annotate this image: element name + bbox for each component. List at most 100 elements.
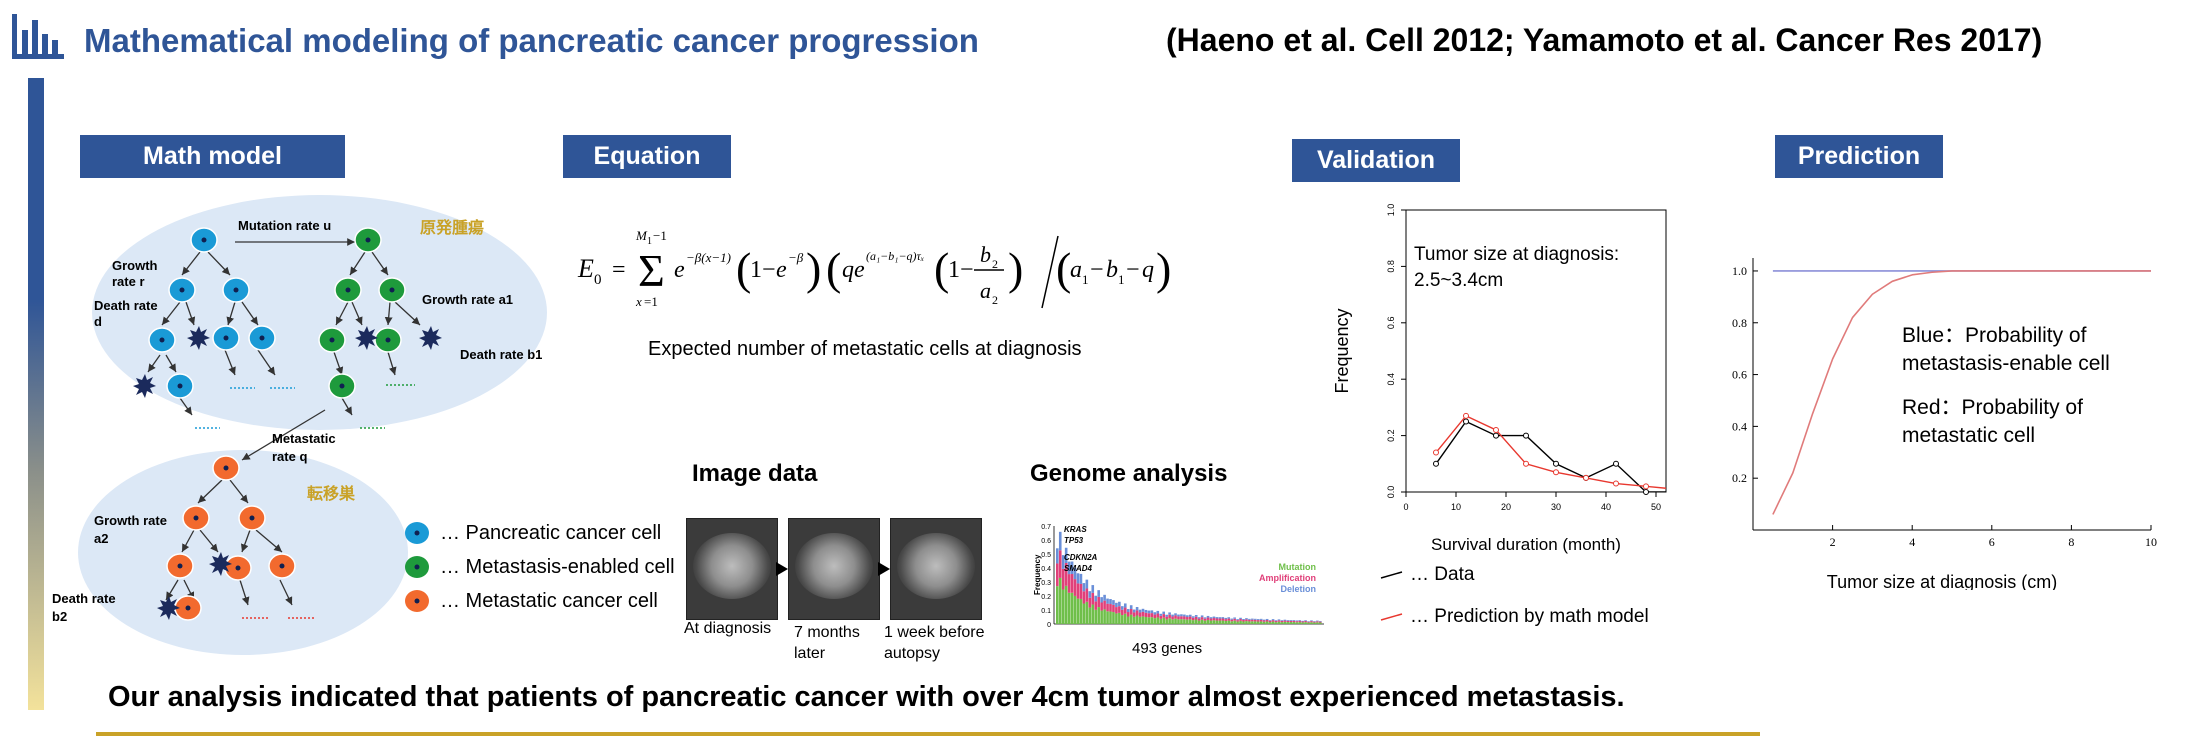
mutation-bar: [1118, 612, 1121, 624]
amplification-bar: [1079, 583, 1083, 599]
pancreatic-cell-icon: [405, 522, 429, 544]
mutation-bar: [1138, 616, 1142, 624]
deletion-bar: [1189, 614, 1192, 617]
conclusion-underline: [96, 732, 1760, 736]
y-tick-label: 0.4: [1732, 419, 1747, 433]
svg-text:=1: =1: [644, 294, 658, 309]
mutation-bar: [1256, 621, 1260, 624]
mutation-bar: [1123, 613, 1127, 624]
mutation-bar: [1203, 620, 1207, 624]
amplification-bar: [1183, 616, 1186, 620]
x-tick-label: 6: [1989, 535, 1995, 549]
amplification-bar: [1289, 620, 1293, 623]
mutation-bar: [1189, 619, 1192, 624]
amplification-bar: [1248, 619, 1251, 622]
deletion-bar: [1112, 600, 1115, 605]
deletion-bar: [1271, 619, 1275, 621]
legend-item-pancreatic: … Pancreatic cancer cell: [404, 516, 675, 550]
deletion-bar: [1191, 616, 1195, 618]
deletion-bar: [1103, 594, 1106, 601]
deletion-bar: [1144, 609, 1148, 613]
primary-tumor-label: 原発腫瘍: [420, 220, 485, 237]
svg-text:1: 1: [647, 236, 652, 247]
svg-text:b: b: [1106, 257, 1118, 283]
mutation-bar: [1227, 620, 1231, 624]
mutation-bar: [1194, 619, 1198, 624]
mutation-bar: [1097, 607, 1100, 624]
deletion-bar: [1307, 621, 1310, 622]
deletion-bar: [1183, 614, 1186, 617]
legend-item-metastasis-enabled: … Metastasis-enabled cell: [404, 550, 675, 584]
x-tick-label: 20: [1501, 502, 1511, 512]
amplification-bar: [1144, 612, 1148, 617]
deletion-bar: [1174, 613, 1177, 616]
mutation-bar: [1215, 620, 1219, 624]
ct-slice: [693, 533, 771, 599]
mutation-bar: [1224, 620, 1228, 624]
amplification-bar: [1230, 619, 1233, 622]
mutation-bar: [1262, 621, 1266, 624]
svg-text:0: 0: [594, 272, 602, 288]
mutation-bar: [1129, 614, 1133, 624]
mutation-bar: [1280, 622, 1284, 624]
x-tick-label: 30: [1551, 502, 1561, 512]
prediction-chart: 2 4 6 8 10 0.2 0.4 0.6 0.8 1.0 Tumor size at diagn…: [1732, 258, 2157, 590]
deletion-bar: [1106, 598, 1109, 604]
mutation-bar: [1304, 622, 1307, 624]
mutation-bar: [1268, 622, 1272, 624]
data-point: [1523, 432, 1529, 439]
mutation-bar: [1109, 611, 1112, 624]
data-point: [1493, 426, 1499, 433]
mutation-bar: [1165, 619, 1168, 624]
prediction-legend-red: Red：Probability of metastatic cell: [1902, 396, 2083, 447]
amplification-bar: [1313, 621, 1316, 623]
deletion-bar: [1073, 567, 1077, 580]
y-tick-label: 0.6: [1732, 368, 1747, 382]
deletion-bar: [1283, 619, 1287, 621]
validation-legend: … Data … Prediction by math model: [1380, 556, 1649, 636]
growth-rate-a2-label: Growth rate a2: [94, 513, 167, 546]
amplification-bar: [1056, 563, 1059, 587]
svg-text:(a₁−b₁−q)τₓ: (a₁−b₁−q)τₓ: [866, 249, 924, 263]
y-tick-label: 0.2: [1732, 471, 1747, 485]
genome-frequency-chart: 0.7 0.6 0.5 0.4 0.3 0.2 0.1 0 Frequency KRAS TP53 C…: [1033, 524, 1324, 629]
mutation-bar: [1082, 603, 1086, 624]
mutation-bar: [1132, 616, 1136, 624]
amplification-bar: [1212, 618, 1216, 621]
amplification-bar: [1058, 550, 1062, 578]
mutation-bar: [1112, 612, 1115, 624]
legend-label: … Metastasis-enabled cell: [440, 555, 675, 578]
gene-label: TP53: [1064, 536, 1084, 545]
svg-text:2: 2: [992, 293, 998, 307]
mutation-bar: [1159, 618, 1163, 624]
amplification-bar: [1277, 620, 1281, 622]
mutation-bar: [1180, 619, 1183, 624]
prediction-legend-blue: Blue：Probability of metastasis-enable ce…: [1902, 324, 2110, 375]
amplification-bar: [1159, 615, 1163, 619]
gene-label: KRAS: [1064, 525, 1087, 534]
metastatic-cell-icon: [405, 590, 429, 612]
mutation-bar: [1221, 620, 1225, 624]
deletion-bar: [1212, 616, 1216, 619]
validation-chart: 0 10 20 30 40 50 0.0 0.2 0.4 0.6 0.8 1.0 Survival du…: [1332, 204, 1667, 554]
y-axis-label: Frequency: [1332, 308, 1352, 393]
genome-legend-label: Deletion: [1280, 584, 1316, 594]
amplification-bar: [1094, 601, 1098, 610]
mutation-bar: [1079, 598, 1083, 624]
gene-label: CDKN2A: [1064, 553, 1098, 562]
mutation-bar: [1301, 622, 1304, 624]
svg-text:): ): [1156, 243, 1170, 294]
amplification-bar: [1242, 619, 1245, 622]
amplification-bar: [1067, 574, 1071, 593]
mutation-bar: [1141, 616, 1145, 624]
svg-text:(: (: [1056, 243, 1071, 294]
amplification-bar: [1206, 617, 1210, 620]
amplification-bar: [1076, 583, 1080, 599]
ct-caption-at-diagnosis: At diagnosis: [684, 620, 772, 637]
mutation-bar: [1200, 619, 1204, 624]
gene-label: SMAD4: [1064, 564, 1093, 573]
mutation-bar: [1319, 622, 1322, 624]
deletion-bar: [1268, 620, 1272, 621]
amplification-bar: [1239, 619, 1242, 621]
data-point: [1493, 432, 1499, 439]
